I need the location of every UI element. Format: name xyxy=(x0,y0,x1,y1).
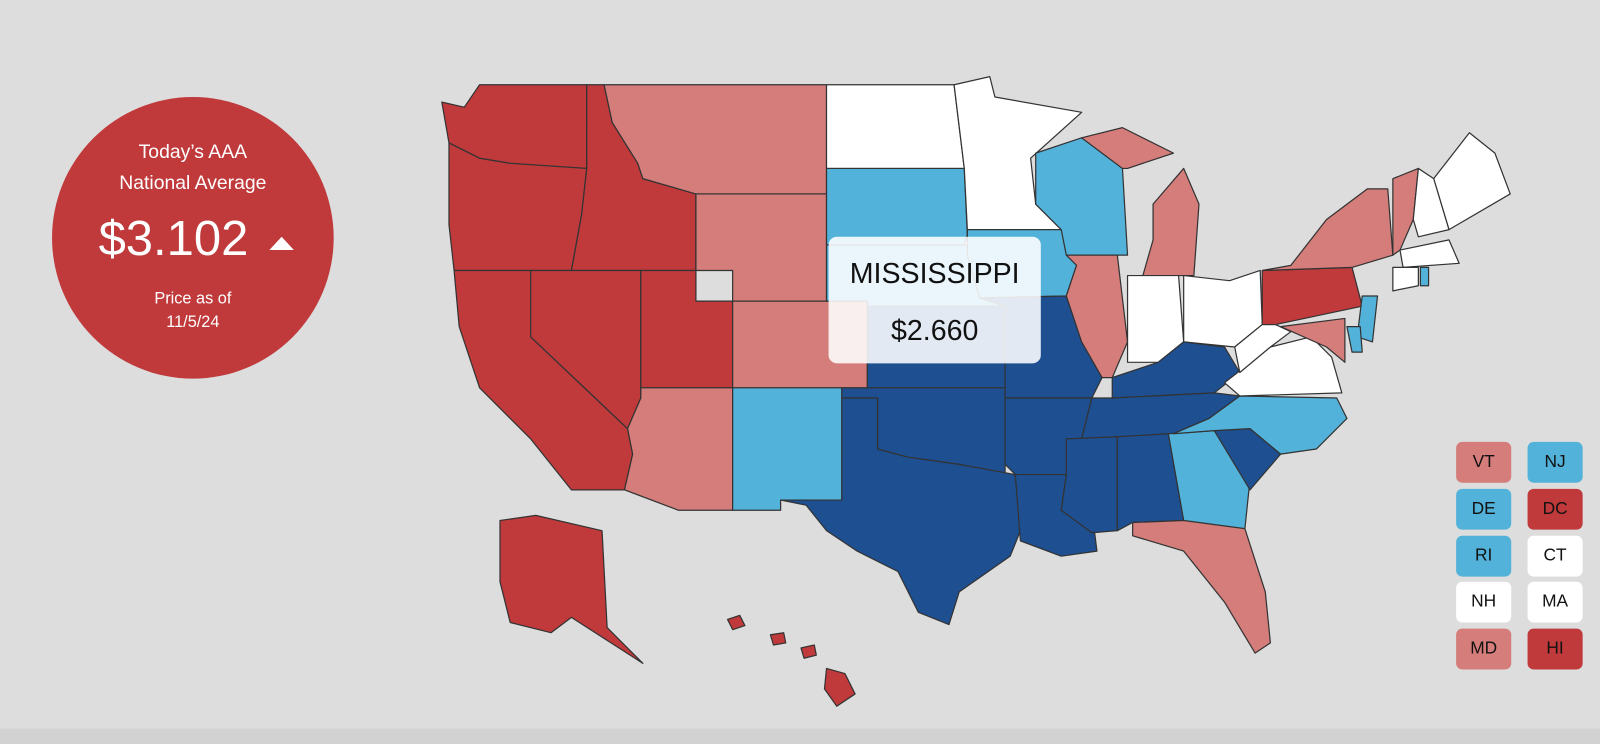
state[interactable] xyxy=(1142,167,1200,277)
small-state-button[interactable] xyxy=(1527,488,1583,530)
state[interactable] xyxy=(499,514,644,664)
state[interactable] xyxy=(1419,266,1430,287)
bottom-strip xyxy=(0,728,1600,744)
small-state-button[interactable] xyxy=(1527,441,1583,483)
badge-heading: Today’s AAA xyxy=(139,141,248,163)
small-state-button[interactable] xyxy=(1456,628,1512,670)
state[interactable] xyxy=(825,167,968,246)
small-state-label: NH xyxy=(1471,591,1496,611)
small-state-button[interactable] xyxy=(1456,488,1512,530)
state[interactable] xyxy=(1280,317,1346,363)
state[interactable] xyxy=(1356,295,1379,343)
small-state-label: MD xyxy=(1470,638,1497,658)
state[interactable] xyxy=(623,387,734,511)
state[interactable] xyxy=(726,614,746,631)
small-state-button[interactable] xyxy=(1456,581,1512,623)
state[interactable] xyxy=(732,387,843,511)
state[interactable] xyxy=(1392,266,1419,292)
small-state-button[interactable] xyxy=(1456,441,1512,483)
small-state-label: NJ xyxy=(1545,451,1566,471)
small-state-label: MA xyxy=(1542,591,1568,611)
state[interactable] xyxy=(780,397,1022,626)
state[interactable] xyxy=(1346,325,1363,353)
state[interactable] xyxy=(1081,127,1175,170)
small-state-button[interactable] xyxy=(1527,628,1583,670)
state[interactable] xyxy=(1172,395,1348,455)
state[interactable] xyxy=(1399,239,1460,269)
badge-date-caption: Price as of xyxy=(154,289,232,307)
tooltip-price: $2.660 xyxy=(891,315,978,347)
state[interactable] xyxy=(1261,188,1394,272)
state[interactable] xyxy=(953,75,1083,231)
state[interactable] xyxy=(800,644,817,659)
small-state-button[interactable] xyxy=(1527,535,1583,577)
state[interactable] xyxy=(825,84,965,170)
tooltip-state: MISSISSIPPI xyxy=(850,258,1020,290)
tooltip xyxy=(828,236,1041,364)
small-state-label: HI xyxy=(1546,638,1563,658)
small-state-buttons: VT NJ DE DC RI CT NH MA MD HI xyxy=(1456,441,1583,670)
state[interactable] xyxy=(1412,167,1450,238)
state[interactable] xyxy=(1132,519,1272,654)
small-state-button[interactable] xyxy=(1527,581,1583,623)
small-state-label: DC xyxy=(1543,498,1568,518)
small-state-label: VT xyxy=(1473,451,1496,471)
badge-heading: National Average xyxy=(119,172,266,194)
small-state-button[interactable] xyxy=(1456,535,1512,577)
badge-date: 11/5/24 xyxy=(166,313,219,331)
state[interactable] xyxy=(823,667,856,707)
up-arrow xyxy=(269,236,294,251)
average-badge xyxy=(52,97,334,379)
small-state-label: RI xyxy=(1475,545,1492,565)
small-state-label: CT xyxy=(1544,545,1568,565)
state[interactable] xyxy=(769,632,787,646)
badge-price: $3.102 xyxy=(99,212,249,266)
state[interactable] xyxy=(1392,167,1419,256)
small-state-label: DE xyxy=(1472,498,1496,518)
state[interactable] xyxy=(1065,254,1129,379)
